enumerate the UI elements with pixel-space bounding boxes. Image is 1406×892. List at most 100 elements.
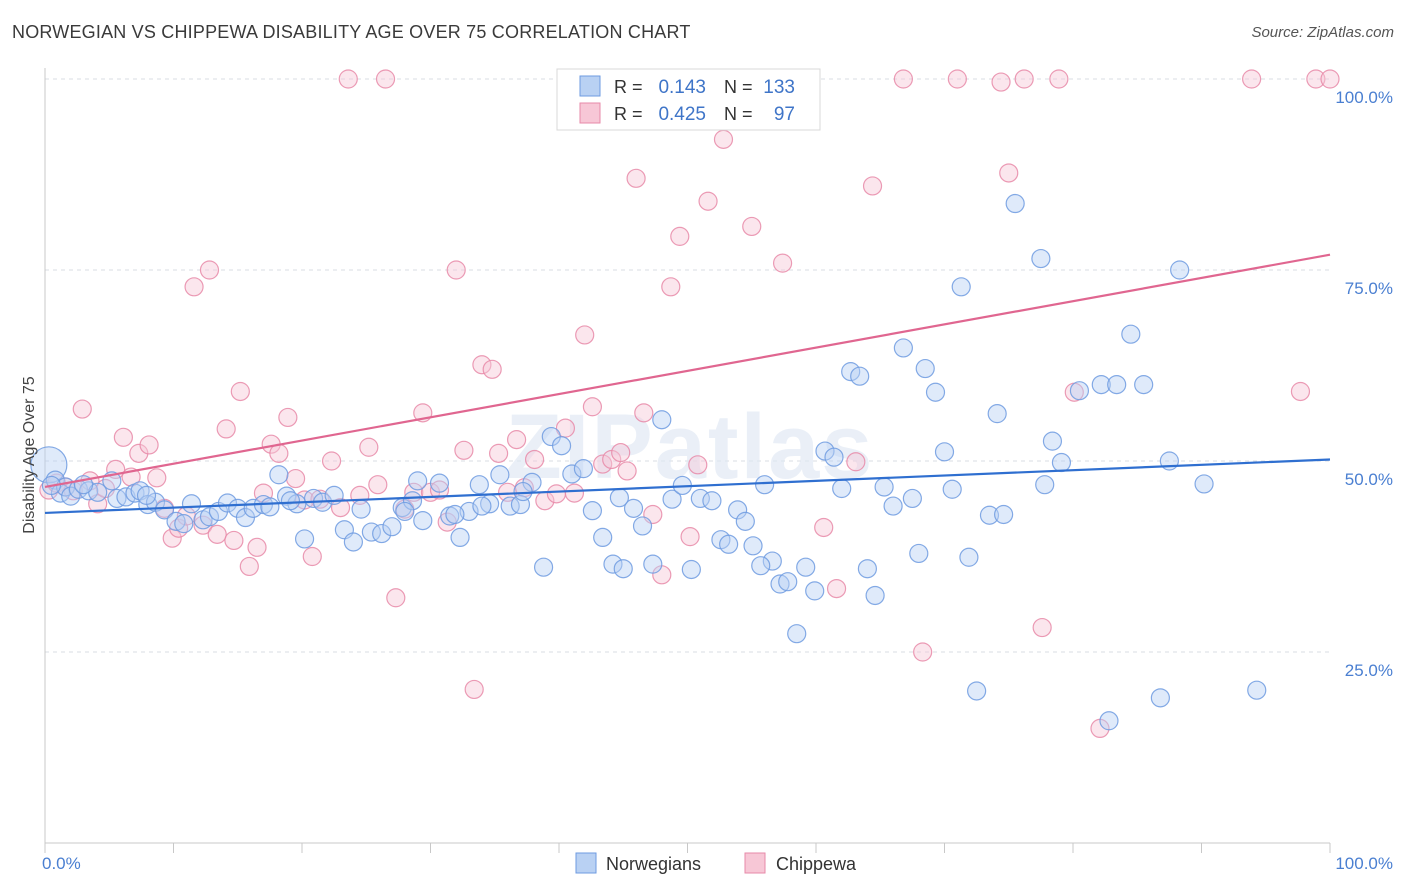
chippewa-point xyxy=(489,443,509,463)
legend-box xyxy=(556,68,821,131)
legend-n-label: N = xyxy=(724,77,753,97)
chippewa-point xyxy=(999,163,1019,183)
norwegian-point xyxy=(166,511,186,531)
legend-swatch xyxy=(579,102,601,124)
chippewa-point xyxy=(1014,69,1034,89)
norwegian-point xyxy=(832,478,852,499)
norwegian-point xyxy=(30,446,68,484)
norwegian-point xyxy=(1051,452,1072,473)
legend-n-value: 133 xyxy=(763,77,795,98)
norwegian-point xyxy=(994,504,1014,525)
norwegian-point xyxy=(413,510,433,531)
norwegian-point xyxy=(987,404,1007,424)
norwegian-point xyxy=(925,382,946,402)
norwegian-point xyxy=(573,459,594,479)
legend-r-value: 0.143 xyxy=(658,77,706,98)
chippewa-point xyxy=(913,642,933,662)
chippewa-point xyxy=(947,69,967,89)
norwegian-point xyxy=(662,489,682,509)
chippewa-point xyxy=(207,524,227,544)
chippewa-point xyxy=(1242,69,1262,89)
legend-r-label: R = xyxy=(614,77,643,97)
norwegian-point xyxy=(979,505,1000,525)
source-credit: Source: ZipAtlas.com xyxy=(1251,24,1394,41)
chippewa-point xyxy=(862,176,883,196)
legend-swatch xyxy=(579,75,601,97)
chippewa-point xyxy=(634,403,654,423)
chippewa-point xyxy=(302,546,322,567)
norwegian-point xyxy=(613,559,633,579)
norwegian-point xyxy=(351,499,371,519)
norwegian-point xyxy=(632,516,653,536)
norwegian-point xyxy=(893,338,913,358)
bottom-legend-label: Norwegians xyxy=(606,854,701,874)
chippewa-point xyxy=(278,407,298,428)
norwegian-point xyxy=(61,486,81,506)
chippewa-point xyxy=(814,517,834,538)
chippewa-point xyxy=(321,451,342,471)
chippewa-point xyxy=(991,72,1011,92)
norwegian-point xyxy=(1134,375,1154,395)
y-tick-label: 100.0% xyxy=(1335,88,1393,107)
stats-legend: R = 0.143 N = 133 R = 0.425 N = 97 xyxy=(556,68,821,131)
chippewa-point xyxy=(269,443,289,463)
norwegian-point xyxy=(1121,324,1141,344)
norwegian-point xyxy=(728,500,748,520)
norwegian-point xyxy=(743,536,763,556)
chippewa-point xyxy=(359,437,379,457)
norwegian-point xyxy=(1170,260,1190,280)
norwegian-point xyxy=(551,436,572,456)
norwegian-point xyxy=(472,496,492,516)
chippewa-point xyxy=(464,679,484,700)
norwegian-point xyxy=(1194,474,1214,494)
norwegian-point xyxy=(702,491,722,511)
chippewa-point xyxy=(216,419,236,439)
norwegian-point xyxy=(1042,431,1063,451)
norwegian-point xyxy=(429,473,450,493)
norwegian-point xyxy=(1150,688,1170,708)
norwegian-point xyxy=(1107,375,1127,395)
chippewa-point xyxy=(1320,69,1340,89)
y-tick-labels: 25.0% 50.0% 75.0% 100.0% xyxy=(1335,88,1393,680)
chippewa-point xyxy=(772,253,793,273)
norwegian-point xyxy=(513,481,533,502)
norwegian-point xyxy=(865,585,885,606)
chippewa-point xyxy=(688,455,708,475)
norwegian-point xyxy=(562,464,582,484)
norwegian-point xyxy=(490,465,510,485)
norwegian-point xyxy=(217,493,238,513)
y-tick-label: 50.0% xyxy=(1345,470,1393,489)
chippewa-point xyxy=(113,427,133,447)
bottom-legend-swatch xyxy=(744,852,766,874)
chippewa-point xyxy=(224,530,244,551)
chippewa-point xyxy=(564,483,585,503)
norwegian-point xyxy=(824,447,844,467)
norwegian-point xyxy=(294,529,315,549)
norwegian-point xyxy=(361,522,381,542)
chippewa-point xyxy=(338,69,358,89)
chippewa-point xyxy=(1032,617,1052,638)
norwegian-point xyxy=(850,366,870,386)
norwegian-point xyxy=(796,557,816,577)
chippewa-point xyxy=(506,430,527,450)
norwegian-point xyxy=(735,511,755,531)
chippewa-point xyxy=(72,399,92,419)
bottom-legend-label: Chippewa xyxy=(776,854,857,874)
chippewa-trend-line xyxy=(44,253,1331,489)
norwegian-points xyxy=(30,193,1267,731)
chippewa-point xyxy=(826,578,847,599)
y-axis-title: Disability Age Over 75 xyxy=(21,376,38,534)
norwegian-point xyxy=(967,681,987,701)
chippewa-point xyxy=(446,260,466,280)
norwegian-point xyxy=(857,559,878,579)
norwegian-point xyxy=(883,496,903,516)
legend-r-label: R = xyxy=(614,104,643,124)
norwegian-point xyxy=(762,551,782,571)
legend-n-value: 97 xyxy=(774,104,795,125)
norwegian-trend-line xyxy=(44,458,1331,515)
norwegian-point xyxy=(751,556,771,576)
norwegian-point xyxy=(1069,381,1090,401)
norwegian-point xyxy=(719,534,739,554)
norwegian-point xyxy=(408,471,428,491)
norwegian-point xyxy=(915,358,935,379)
